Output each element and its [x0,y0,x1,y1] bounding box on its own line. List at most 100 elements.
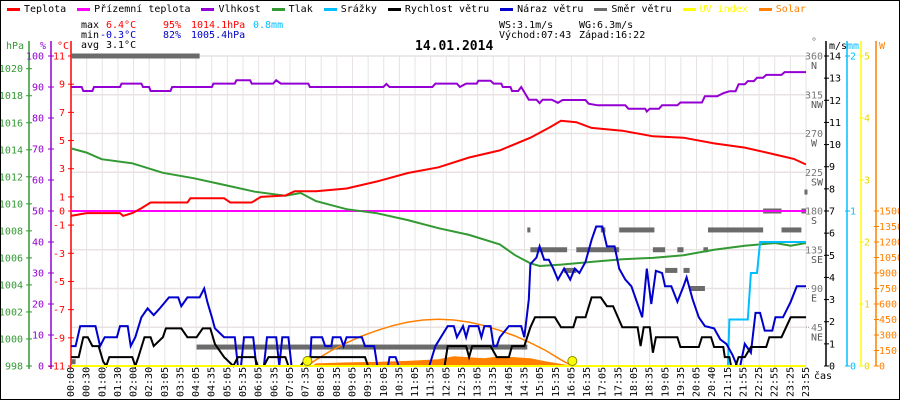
stat-sunrise: Východ:07:43 [499,30,572,41]
x-tick-label: 05:05 [222,367,233,397]
chart-title: 14.01.2014 [415,39,494,54]
x-tick-label: 09:35 [363,367,374,397]
legend-item: Srážky [323,4,377,15]
uv-tick-label: 2 [864,238,870,249]
dir-tick-label: 180 [805,207,823,218]
w-tick-label: 1200 [879,238,900,249]
temp-tick-label: 9 [59,80,65,91]
ms-tick-label: 11 [829,118,841,129]
stat-rain-total: 0.8mm [253,20,284,31]
x-tick-label: 12:05 [441,367,452,397]
x-tick-label: 23:25 [785,367,796,397]
wind-direction-bar [71,359,76,365]
legend-item: Přízemní teplota [77,4,190,15]
legend-label: Tlak [288,4,313,15]
temp-tick-label: -5 [53,277,65,288]
temp-tick-label: -3 [53,249,65,260]
dir-tick-name: SW [811,177,824,188]
x-tick-label: 10:35 [394,367,405,397]
x-tick-label: 20:40 [707,367,718,397]
x-tick-label: 05:35 [238,367,249,397]
x-tick-label: 07:05 [285,367,296,397]
x-tick-label: 13:05 [473,367,484,397]
legend-label: Vlhkost [218,4,261,15]
dir-tick-name: SE [811,255,823,266]
x-tick-label: 00:30 [82,367,93,397]
stat-min-label: min [81,30,100,41]
wind-direction-bar [71,53,200,59]
x-tick-label: 15:05 [535,367,546,397]
hpa-tick-label: 1020 [1,64,23,75]
legend-label: Rychlost větru [404,4,490,15]
x-tick-label: 17:35 [613,367,624,397]
dir-tick-name: N [811,61,817,72]
x-tick-label: 01:30 [113,367,124,397]
legend-label: Solar [775,4,806,15]
ms-tick-label: 6 [829,229,835,240]
hpa-tick-label: 1010 [1,199,23,210]
stat-min-humidity: 82% [163,30,182,41]
ms-tick-label: 3 [829,295,835,306]
ms-tick-label: 14 [829,52,841,63]
hpa-tick-label: 1008 [1,226,23,237]
hpa-axis-unit: hPa [6,41,24,52]
legend-swatch [77,8,91,11]
x-tick-label: 18:05 [629,367,640,397]
temp-tick-label: 11 [53,52,65,63]
legend-swatch [7,8,20,11]
hpa-tick-label: 1002 [1,307,23,318]
x-tick-label: 04:35 [207,367,218,397]
mm-tick-label: 2 [850,52,856,63]
x-tick-label: 20:05 [692,367,703,397]
legend-item: Tlak [271,4,313,15]
wind-direction-bar [564,267,577,273]
wind-direction-bar [804,189,808,195]
x-tick-label: 02:30 [144,367,155,397]
stat-wind-speed: WS:3.1m/s [499,20,554,31]
x-tick-label: 23:55 [801,367,812,397]
wind-direction-bar [652,247,666,253]
wind-direction-bar [665,267,678,273]
wind-direction-bar [530,247,568,253]
series-vlhkost-line [71,71,806,114]
x-tick-label: 06:35 [269,367,280,397]
pct-tick-label: 90 [32,83,44,94]
stat-avg-label: avg [81,40,100,51]
x-tick-label: 19:35 [676,367,687,397]
x-tick-label: 00:00 [66,367,77,397]
legend: Teplota Přízemní teplota Vlhkost Tlak Srážky… [7,4,806,15]
x-tick-label: 14:35 [520,367,531,397]
mm-tick-label: 0 [850,362,856,373]
ms-axis-unit: m/s [829,41,847,52]
w-tick-label: 900 [879,269,897,280]
temp-tick-label: 7 [59,108,65,119]
x-tick-label: 03:05 [160,367,171,397]
legend-label: Náraz větru [517,4,584,15]
uv-tick-label: 3 [864,176,870,187]
legend-swatch [594,8,608,11]
w-axis-unit: W [879,41,886,52]
x-tick-label: 11:05 [410,367,421,397]
ms-tick-label: 5 [829,251,835,262]
pct-tick-label: 80 [32,114,44,125]
ms-tick-label: 7 [829,207,835,218]
series-n-raz-v-tru-line [71,225,806,367]
stat-sunset: Západ:16:22 [579,30,646,41]
temp-tick-label: 1 [59,192,65,203]
pct-tick-label: 10 [32,331,44,342]
x-tick-label: 01:00 [97,367,108,397]
hpa-tick-label: 1000 [1,334,23,345]
legend-label: Teplota [24,4,67,15]
legend-item: Solar [758,4,806,15]
pct-axis-unit: % [40,41,46,52]
stat-max-label: max [81,20,100,31]
legend-label: UV index [699,4,748,15]
x-tick-label: 02:00 [129,367,140,397]
wind-direction-bar [689,286,705,291]
w-tick-label: 1350 [879,222,900,233]
temp-tick-label: -1 [53,221,65,232]
x-tick-label: 08:35 [332,367,343,397]
x-tick-label: 19:05 [660,367,671,397]
legend-item: Rychlost větru [387,4,490,15]
hpa-tick-label: 1014 [1,145,23,156]
